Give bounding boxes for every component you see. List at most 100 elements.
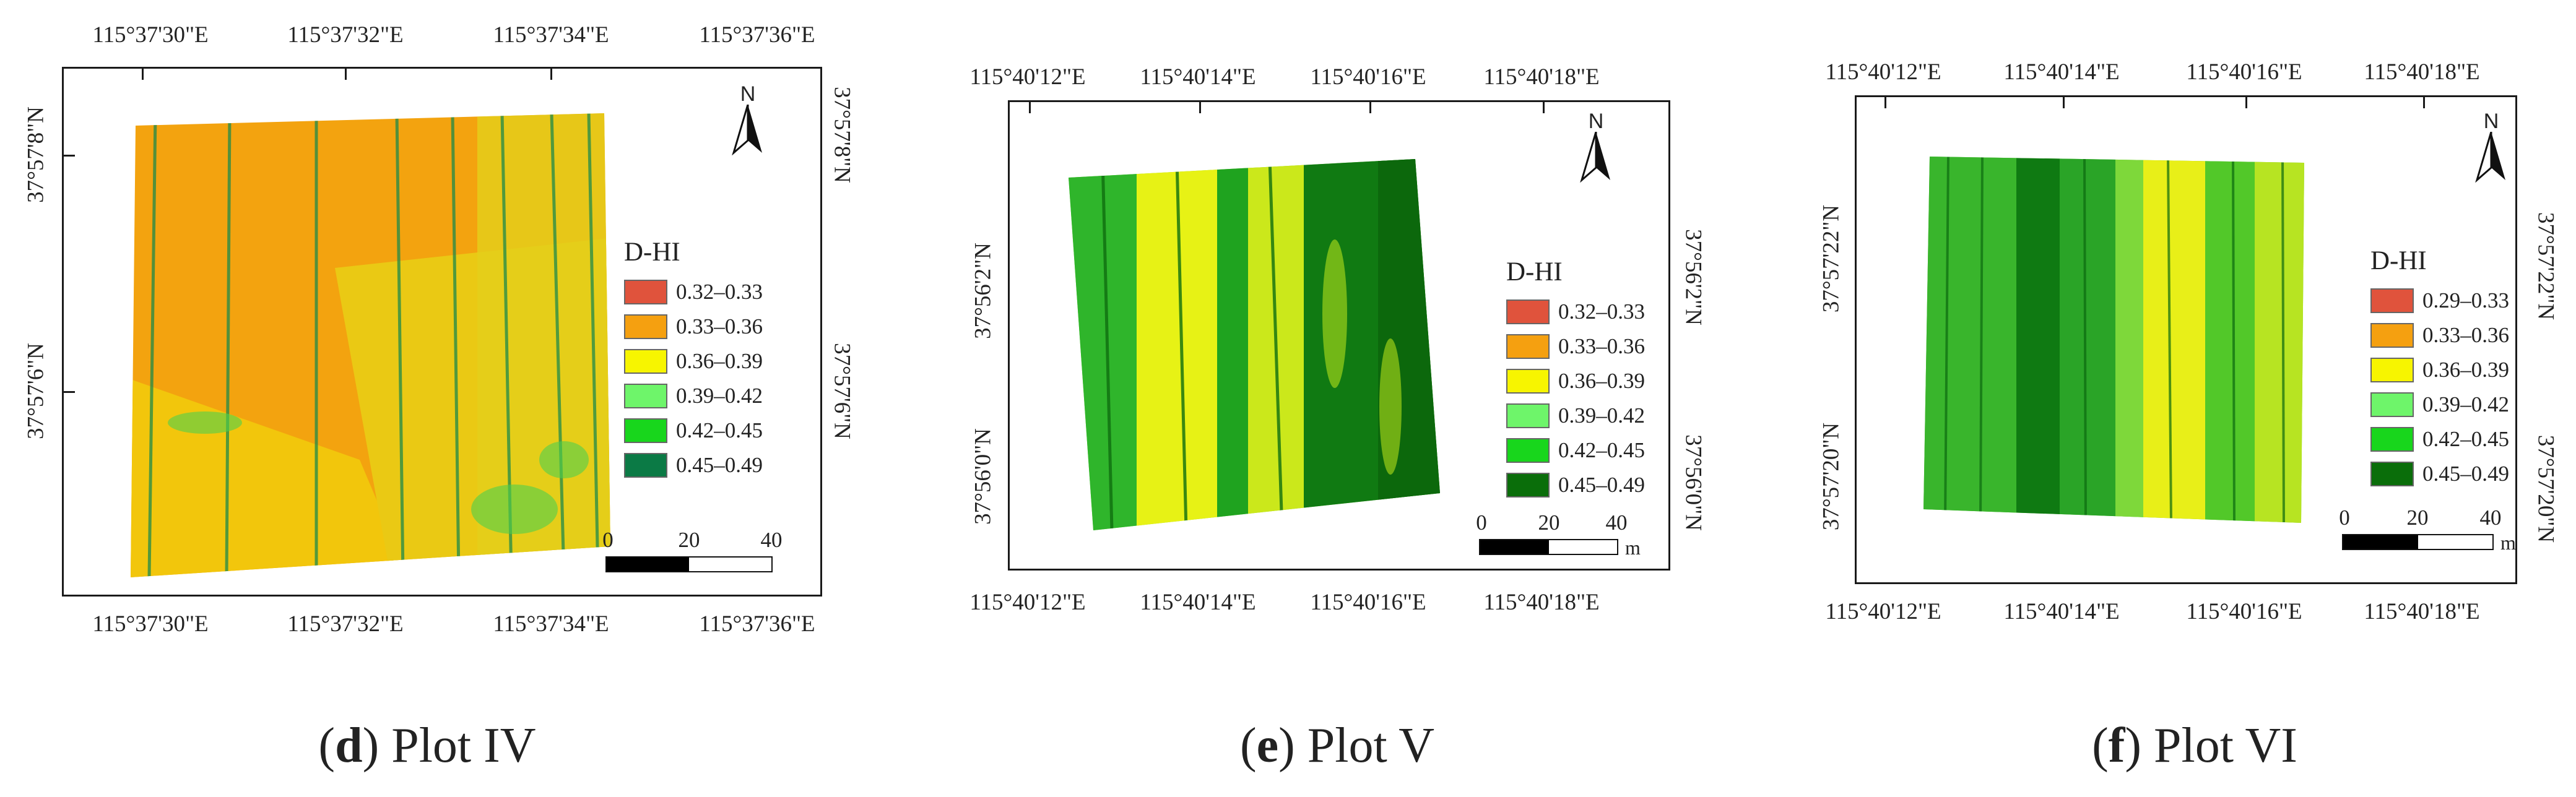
right-tick-label: 37°56'2"N bbox=[1680, 229, 1706, 325]
legend-swatch bbox=[1506, 403, 1550, 428]
left-tick-label: 37°56'0"N bbox=[970, 428, 996, 525]
north-label: N bbox=[740, 82, 756, 106]
scale-label: 40 bbox=[1605, 511, 1628, 535]
tick-mark bbox=[1369, 102, 1371, 113]
legend-item: 0.39–0.42 bbox=[2370, 390, 2509, 420]
tick-mark bbox=[345, 69, 347, 80]
tick-mark bbox=[1543, 102, 1545, 113]
legend-swatch bbox=[2370, 358, 2414, 382]
top-tick-label: 115°37'32"E bbox=[287, 22, 404, 48]
north-arrow: N bbox=[1574, 110, 1618, 184]
legend-swatch bbox=[1506, 299, 1550, 324]
legend-title: D-HI bbox=[1506, 257, 1563, 286]
right-tick-label: 37°57'20"N bbox=[2533, 434, 2559, 543]
tick-mark bbox=[64, 155, 75, 157]
top-tick-label: 115°40'16"E bbox=[2186, 59, 2302, 85]
scale-label: 20 bbox=[678, 528, 700, 552]
legend-item: 0.36–0.39 bbox=[2370, 355, 2509, 385]
legend-swatch bbox=[624, 314, 667, 339]
legend-item: 0.32–0.33 bbox=[1506, 297, 1645, 327]
legend-item: 0.32–0.33 bbox=[624, 277, 763, 307]
scale-label: 20 bbox=[1538, 511, 1560, 535]
legend-swatch bbox=[2370, 323, 2414, 348]
legend-label: 0.33–0.36 bbox=[2422, 323, 2509, 347]
bottom-tick-label: 115°37'32"E bbox=[287, 611, 404, 637]
legend-item: 0.33–0.36 bbox=[1506, 332, 1645, 361]
legend-swatch bbox=[624, 418, 667, 443]
map-frame: N D-HI 0.32–0.33 0.33–0.36 0.36–0.39 0.3… bbox=[62, 67, 822, 597]
legend-item: 0.39–0.42 bbox=[624, 381, 763, 411]
bottom-tick-label: 115°40'18"E bbox=[1483, 590, 1600, 615]
top-tick-label: 115°40'14"E bbox=[1140, 64, 1256, 90]
tick-mark bbox=[550, 69, 552, 80]
bottom-tick-label: 115°37'30"E bbox=[92, 611, 209, 637]
legend-label: 0.32–0.33 bbox=[1558, 299, 1645, 324]
legend-swatch bbox=[2370, 392, 2414, 417]
caption-letter: d bbox=[335, 718, 363, 773]
top-tick-label: 115°37'30"E bbox=[92, 22, 209, 48]
north-arrow-icon bbox=[732, 105, 762, 155]
left-tick-label: 37°57'22"N bbox=[1818, 204, 1844, 313]
legend-label: 0.39–0.42 bbox=[2422, 392, 2509, 416]
legend-swatch bbox=[624, 453, 667, 478]
bottom-tick-label: 115°37'36"E bbox=[699, 611, 815, 637]
legend-swatch bbox=[2370, 462, 2414, 486]
scale-unit: m bbox=[1625, 536, 1641, 559]
legend-label: 0.42–0.45 bbox=[676, 418, 763, 442]
scale-bar: 0 20 40 m bbox=[1476, 511, 1659, 566]
bottom-tick-label: 115°40'12"E bbox=[969, 590, 1086, 615]
tick-mark bbox=[64, 391, 75, 393]
caption-text: Plot V bbox=[1307, 718, 1435, 773]
legend-swatch bbox=[624, 280, 667, 304]
panel-caption: (e) Plot V bbox=[1239, 718, 1435, 773]
top-tick-label: 115°40'12"E bbox=[1825, 59, 1941, 85]
legend-swatch bbox=[2370, 427, 2414, 452]
right-tick-label: 37°57'8"N bbox=[829, 87, 855, 183]
legend-label: 0.45–0.49 bbox=[1558, 473, 1645, 497]
left-tick-label: 37°56'2"N bbox=[970, 243, 996, 339]
right-tick-label: 37°57'22"N bbox=[2533, 212, 2559, 321]
legend-swatch bbox=[1506, 438, 1550, 463]
legend-label: 0.36–0.39 bbox=[676, 349, 763, 373]
panel-caption: (f) Plot VI bbox=[2092, 718, 2297, 773]
right-tick-label: 37°57'6"N bbox=[829, 343, 855, 439]
legend-item: 0.45–0.49 bbox=[624, 450, 763, 480]
north-arrow: N bbox=[2470, 110, 2513, 184]
legend-label: 0.36–0.39 bbox=[2422, 358, 2509, 382]
d-hi-raster-map bbox=[1069, 159, 1440, 530]
scale-label: 0 bbox=[602, 528, 614, 552]
bottom-tick-label: 115°40'16"E bbox=[1310, 590, 1426, 615]
left-tick-label: 37°57'6"N bbox=[23, 343, 49, 439]
legend-item: 0.33–0.36 bbox=[624, 312, 763, 342]
legend-label: 0.32–0.33 bbox=[676, 280, 763, 304]
legend-label: 0.33–0.36 bbox=[676, 314, 763, 338]
legend-title: D-HI bbox=[2370, 246, 2427, 275]
bottom-tick-label: 115°40'14"E bbox=[1140, 590, 1256, 615]
north-arrow-icon bbox=[1580, 132, 1610, 183]
scale-label: 20 bbox=[2406, 506, 2429, 530]
bottom-tick-label: 115°40'12"E bbox=[1825, 599, 1941, 624]
north-label: N bbox=[1588, 110, 1604, 133]
panel-caption: (d) Plot IV bbox=[318, 718, 536, 773]
top-tick-label: 115°40'14"E bbox=[2003, 59, 2120, 85]
scale-unit: m bbox=[2500, 532, 2516, 554]
legend-label: 0.36–0.39 bbox=[1558, 369, 1645, 393]
caption-text: Plot VI bbox=[2154, 718, 2297, 773]
legend-swatch bbox=[624, 349, 667, 374]
scale-bar-graphic bbox=[2342, 534, 2494, 550]
left-tick-label: 37°57'8"N bbox=[23, 106, 49, 203]
tick-mark bbox=[2423, 97, 2425, 108]
scale-bar-graphic bbox=[605, 556, 773, 572]
left-tick-label: 37°57'20"N bbox=[1818, 422, 1844, 531]
legend-item: 0.45–0.49 bbox=[1506, 470, 1645, 500]
tick-mark bbox=[1029, 102, 1031, 113]
top-tick-label: 115°40'12"E bbox=[969, 64, 1086, 90]
bottom-tick-label: 115°40'16"E bbox=[2186, 599, 2302, 624]
legend-label: 0.39–0.42 bbox=[676, 384, 763, 408]
legend-label: 0.45–0.49 bbox=[676, 453, 763, 477]
scale-label: 0 bbox=[1476, 511, 1487, 535]
scale-label: 0 bbox=[2339, 506, 2350, 530]
north-arrow-icon bbox=[2475, 132, 2505, 183]
tick-mark bbox=[1884, 97, 1886, 108]
d-hi-raster-map bbox=[1923, 157, 2304, 523]
